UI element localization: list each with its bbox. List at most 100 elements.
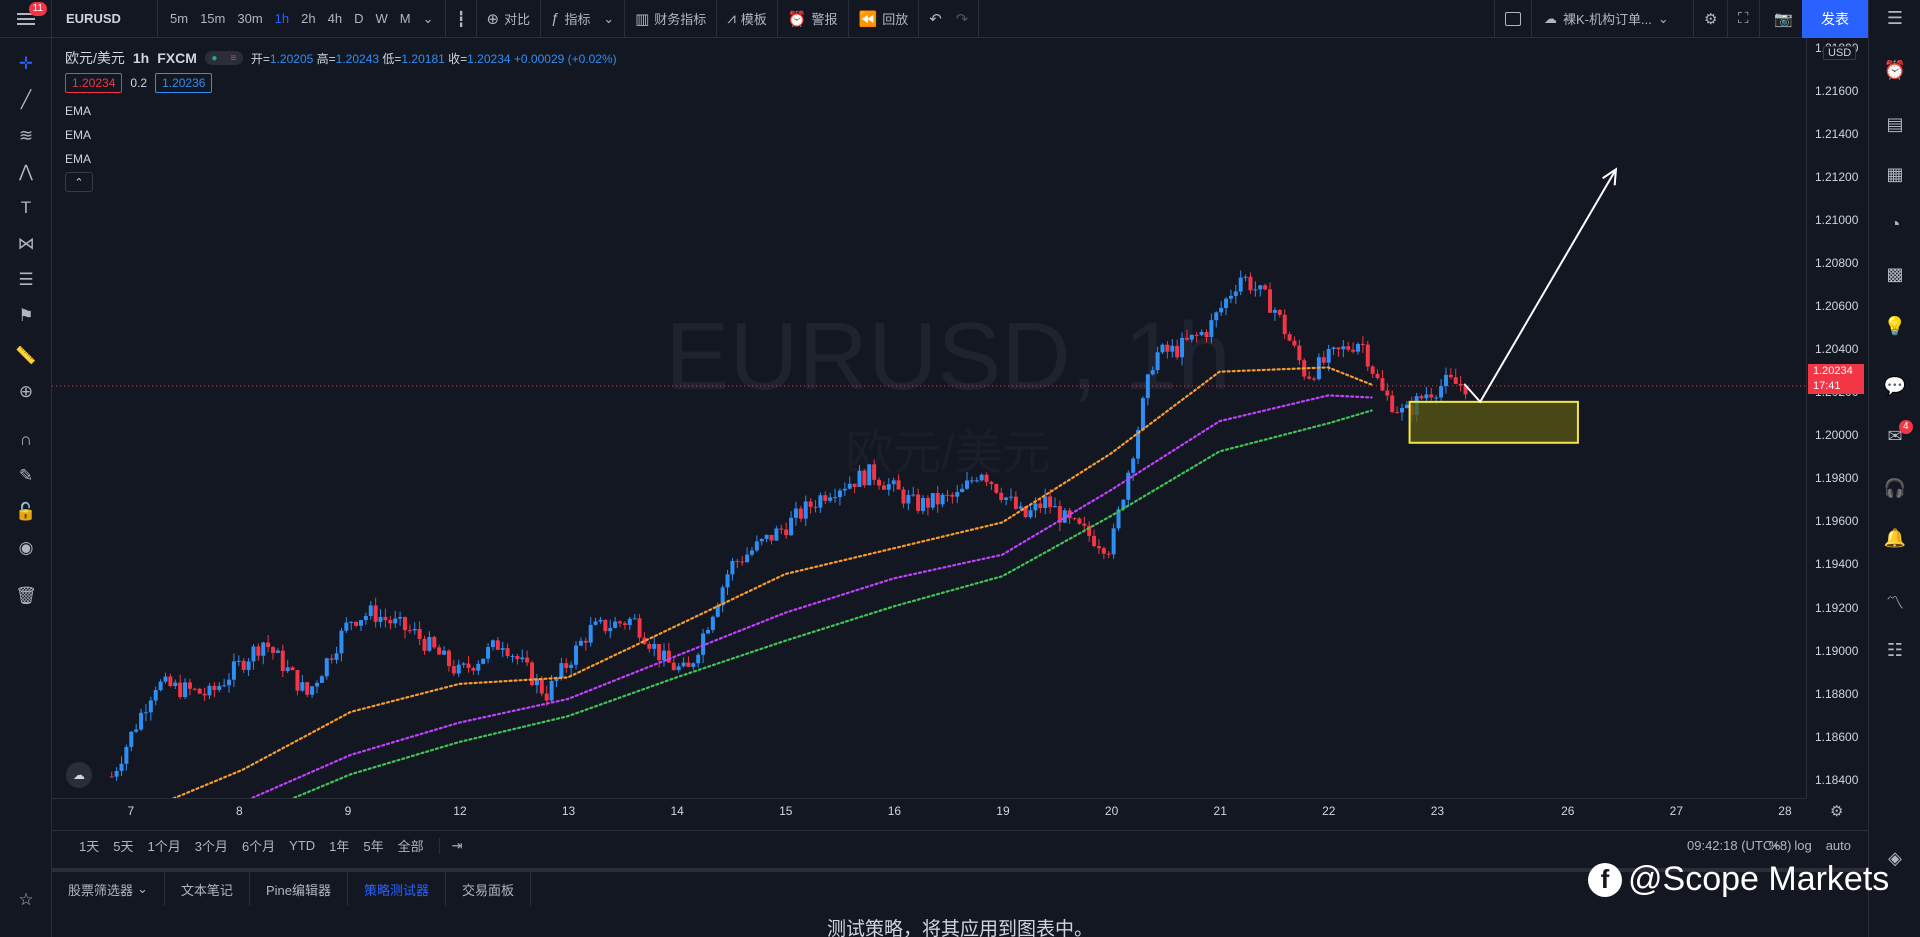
- interval-m[interactable]: M: [399, 11, 411, 26]
- sell-button[interactable]: 1.20234: [65, 73, 123, 93]
- trend-line-icon[interactable]: ╱: [20, 90, 32, 109]
- interval-1h[interactable]: 1h: [274, 11, 290, 26]
- trading-icon[interactable]: 〽: [1886, 593, 1904, 613]
- tab-trading-panel[interactable]: 交易面板: [446, 872, 531, 906]
- interval-30m[interactable]: 30m: [237, 11, 263, 26]
- settings-button[interactable]: ⚙: [1694, 0, 1729, 38]
- tab-text-notes[interactable]: 文本笔记: [165, 872, 250, 906]
- chart-type-button[interactable]: ┇: [446, 0, 477, 38]
- clock[interactable]: 09:42:18 (UTC+8): [1687, 838, 1792, 853]
- tab-stock-screener[interactable]: 股票筛选器 ⌄: [52, 872, 165, 906]
- news-icon[interactable]: ▤: [1886, 113, 1904, 134]
- main-menu-button[interactable]: 11: [0, 0, 52, 38]
- ema-legend-2[interactable]: EMA: [65, 128, 92, 142]
- bell-icon[interactable]: 🔔: [1883, 527, 1907, 548]
- financials-button[interactable]: ▥ 财务指标: [625, 0, 718, 38]
- candle-body: [735, 560, 740, 562]
- time-axis[interactable]: 7 8 9 12 13 14 15 16 19 20 21 22 23 26 27 28: [52, 798, 1806, 824]
- trash-icon[interactable]: 🗑: [15, 586, 37, 605]
- layers-icon[interactable]: ◈: [1888, 847, 1902, 868]
- data-window-icon[interactable]: ▦: [1886, 163, 1904, 184]
- collapse-legend-button[interactable]: ⌃: [65, 172, 93, 192]
- range-5y[interactable]: 5年: [363, 839, 384, 854]
- axis-settings-icon[interactable]: ⚙: [1830, 803, 1844, 820]
- idea-icon[interactable]: 💡: [1883, 315, 1907, 336]
- messages-icon[interactable]: ✉: [1887, 425, 1903, 446]
- visibility-toggle[interactable]: ● ≡: [204, 51, 243, 65]
- watchlist-icon[interactable]: ☰: [1886, 7, 1904, 28]
- lock-icon[interactable]: 🔓: [15, 502, 37, 521]
- candle-body: [442, 650, 447, 655]
- pencil-lock-icon[interactable]: ✎: [18, 466, 34, 485]
- ema-legend-1[interactable]: EMA: [65, 104, 92, 118]
- messages-badge: 4: [1899, 420, 1913, 434]
- candle-body: [754, 541, 759, 551]
- close-label: 收=: [448, 51, 468, 66]
- currency-label[interactable]: USD: [1823, 46, 1857, 60]
- fullscreen-button[interactable]: ⛶: [1728, 0, 1760, 38]
- interval-2h[interactable]: 2h: [301, 11, 316, 26]
- price-chart[interactable]: EURUSD, 1h 欧元/美元: [52, 38, 1806, 798]
- price-axis[interactable]: 1.218001.216001.214001.212001.210001.208…: [1806, 38, 1868, 798]
- interval-d[interactable]: D: [354, 11, 364, 26]
- tv-logo[interactable]: ☁: [66, 762, 92, 788]
- buy-button[interactable]: 1.20236: [155, 73, 213, 93]
- calendar-icon[interactable]: ▩: [1886, 263, 1904, 284]
- templates-button[interactable]: ⩘ 模板: [717, 0, 778, 38]
- broadcast-icon[interactable]: 🎧: [1883, 477, 1907, 498]
- interval-dropdown-icon[interactable]: ⌄: [422, 10, 434, 26]
- interval-w[interactable]: W: [375, 11, 388, 26]
- snapshot-button[interactable]: 📷: [1764, 0, 1804, 38]
- candle-body: [139, 712, 144, 730]
- range-1d[interactable]: 1天: [79, 839, 100, 854]
- log-scale[interactable]: log: [1794, 838, 1812, 853]
- auto-scale[interactable]: auto: [1825, 838, 1851, 853]
- publish-button[interactable]: 发表: [1802, 0, 1868, 38]
- percent-scale[interactable]: %: [1768, 838, 1781, 853]
- star-icon[interactable]: ☆: [18, 890, 34, 909]
- indicators-button[interactable]: ƒ 指标 ⌄: [541, 0, 626, 38]
- candle-body: [510, 655, 515, 657]
- replay-button[interactable]: ⏪ 回放: [849, 0, 920, 38]
- xabcd-icon[interactable]: ⋈: [17, 234, 35, 253]
- range-3m[interactable]: 3个月: [194, 839, 228, 854]
- pattern-icon[interactable]: ⋀: [19, 162, 33, 181]
- layout-selector[interactable]: ☁ 裸K-机构订单... ⌄: [1534, 0, 1694, 38]
- range-5d[interactable]: 5天: [113, 839, 134, 854]
- redo-icon[interactable]: ↷: [955, 10, 969, 28]
- tab-strategy-tester[interactable]: 策略测试器: [348, 872, 446, 906]
- goto-date-icon[interactable]: ⇥: [438, 837, 470, 854]
- undo-icon[interactable]: ↶: [929, 10, 942, 28]
- compare-button[interactable]: ⊕ 对比: [477, 0, 542, 38]
- ema-legend-3[interactable]: EMA: [65, 152, 92, 166]
- chat-icon[interactable]: 💬: [1883, 375, 1907, 396]
- range-all[interactable]: 全部: [397, 839, 424, 854]
- range-1m[interactable]: 1个月: [147, 839, 181, 854]
- candle-body: [1228, 295, 1233, 299]
- prediction-icon[interactable]: ☰: [18, 270, 34, 289]
- fib-icon[interactable]: ≋: [18, 126, 34, 145]
- dom-icon[interactable]: ☷: [1886, 639, 1904, 660]
- candle-body: [373, 605, 378, 622]
- range-ytd[interactable]: YTD: [289, 838, 316, 853]
- tab-pine-editor[interactable]: Pine编辑器: [250, 872, 348, 906]
- alerts-button[interactable]: ⏰ 警报: [778, 0, 849, 38]
- range-1y[interactable]: 1年: [329, 839, 350, 854]
- symbol-search-button[interactable]: EURUSD: [52, 0, 158, 38]
- range-6m[interactable]: 6个月: [241, 839, 276, 854]
- ruler-icon[interactable]: 📏: [15, 346, 37, 365]
- fullscreen-toggle[interactable]: [1494, 0, 1532, 38]
- alarm-clock-icon[interactable]: ⏰: [1883, 59, 1907, 80]
- candle-body: [1048, 496, 1053, 508]
- icons-tool-icon[interactable]: ⚑: [18, 306, 34, 325]
- magnet-icon[interactable]: ∩: [19, 430, 33, 449]
- interval-15m[interactable]: 15m: [200, 11, 226, 26]
- eye-icon[interactable]: ◉: [18, 538, 34, 557]
- interval-4h[interactable]: 4h: [327, 11, 343, 26]
- candle-body: [1096, 546, 1101, 549]
- zoom-icon[interactable]: ⊕: [18, 382, 34, 401]
- crosshair-icon[interactable]: ✛: [18, 54, 34, 73]
- hotlist-icon[interactable]: ◔: [1889, 213, 1901, 234]
- interval-5m[interactable]: 5m: [170, 11, 189, 26]
- text-icon[interactable]: T: [20, 198, 32, 217]
